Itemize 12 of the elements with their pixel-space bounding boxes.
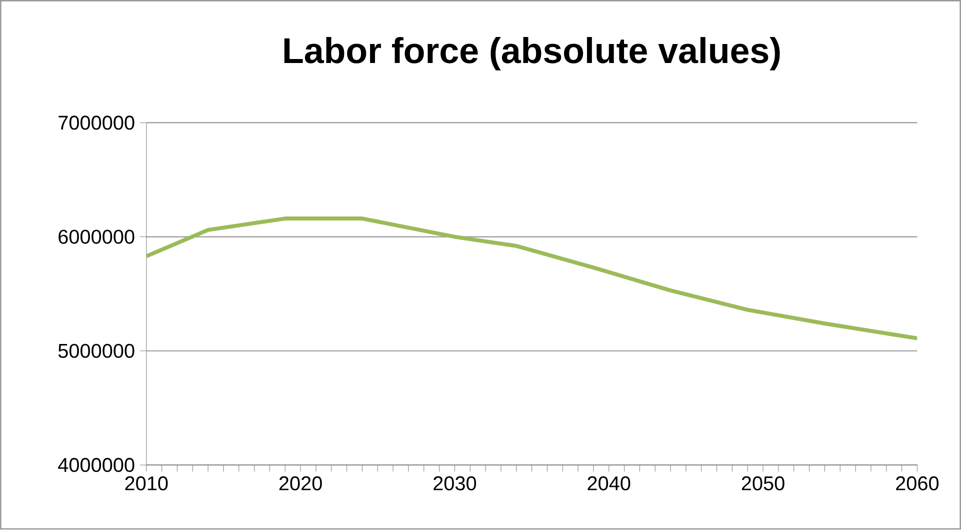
line-series <box>146 216 918 341</box>
x-tick-label: 2010 <box>125 476 168 491</box>
x-tick-label: 2040 <box>588 476 630 491</box>
x-tick-label: 2060 <box>896 476 939 491</box>
chart-title: Labor force (absolute values) <box>284 37 780 71</box>
y-tick-label: 4000000 <box>58 458 134 472</box>
y-tick-label: 7000000 <box>58 116 134 130</box>
y-tick-label: 5000000 <box>58 344 134 358</box>
x-tick-label: 2030 <box>434 476 476 491</box>
x-tick-label: 2050 <box>742 476 784 491</box>
x-tick-label: 2020 <box>279 476 322 491</box>
y-tick-label: 6000000 <box>58 230 134 244</box>
